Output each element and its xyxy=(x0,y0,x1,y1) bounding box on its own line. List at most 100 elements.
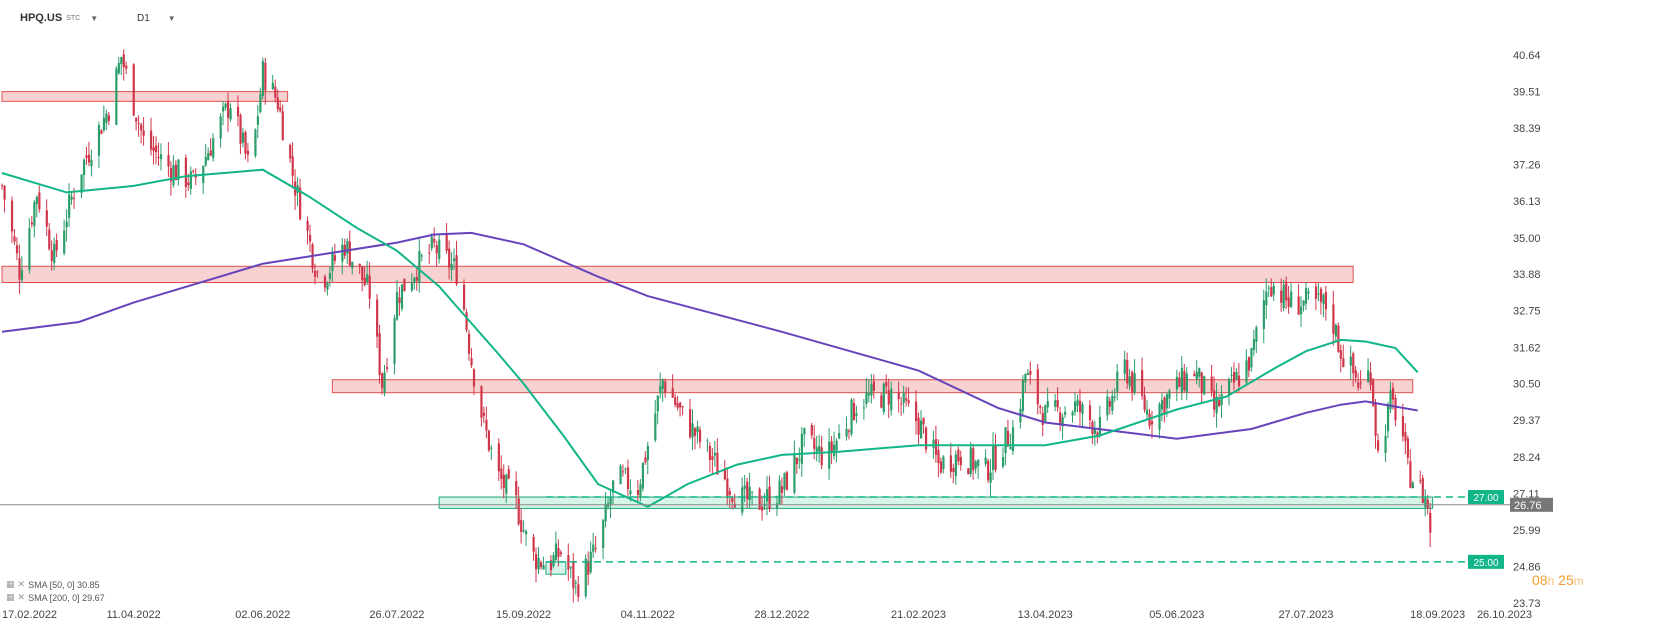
candle xyxy=(862,398,866,420)
candle-body xyxy=(291,156,294,176)
candle xyxy=(664,378,667,398)
candle-body xyxy=(800,433,803,464)
candle xyxy=(1203,375,1206,396)
candle xyxy=(85,146,88,165)
candle-body xyxy=(482,412,486,416)
candle-body xyxy=(867,393,871,396)
candle xyxy=(890,381,893,416)
candle xyxy=(644,451,647,465)
x-tick-label: 15.09.2022 xyxy=(496,609,551,621)
candle xyxy=(102,105,106,133)
candle xyxy=(1106,389,1109,421)
candle xyxy=(1123,350,1126,381)
candle xyxy=(1384,424,1387,463)
candle-body xyxy=(15,245,19,254)
candle xyxy=(766,475,769,516)
candle-body xyxy=(1041,413,1044,425)
candle-body xyxy=(1262,300,1265,329)
candle-body xyxy=(532,536,535,552)
eye-icon[interactable]: ▦ xyxy=(6,592,15,602)
candle xyxy=(569,565,572,579)
candle xyxy=(209,138,212,157)
candle xyxy=(733,493,736,508)
candle xyxy=(693,426,697,450)
candle-body xyxy=(189,171,192,189)
candle-body xyxy=(289,144,292,159)
candle-body xyxy=(490,447,493,449)
candle xyxy=(574,579,577,595)
candle-body xyxy=(726,478,729,497)
candle-body xyxy=(13,236,16,242)
candle-body xyxy=(520,520,523,532)
timeframe-selector[interactable]: D1 ▼ xyxy=(137,8,176,28)
resistance-zone[interactable] xyxy=(1,265,1354,283)
candle xyxy=(82,158,86,190)
candle-body xyxy=(1426,499,1429,508)
candle-body xyxy=(835,440,838,451)
chevron-down-icon[interactable]: ▼ xyxy=(90,13,99,23)
indicator-sma50[interactable]: ▦ ✕ SMA [50, 0] 30.85 xyxy=(6,579,100,590)
candle xyxy=(621,464,625,477)
x-tick-label: 28.12.2022 xyxy=(754,609,809,621)
countdown-hours: 08 xyxy=(1532,572,1548,588)
candle-body xyxy=(554,543,558,561)
candle-body xyxy=(152,147,155,151)
candle-body xyxy=(142,130,145,136)
candle xyxy=(259,87,262,114)
candle-body xyxy=(299,187,302,220)
support-zone[interactable] xyxy=(545,561,567,575)
close-icon[interactable]: ✕ xyxy=(17,579,26,589)
candle xyxy=(115,66,118,125)
candle-body xyxy=(505,474,508,494)
candle xyxy=(1332,290,1335,346)
candle-body xyxy=(1133,373,1136,393)
candle-body xyxy=(994,445,997,470)
candle xyxy=(87,141,91,167)
candle xyxy=(1267,285,1270,298)
symbol-selector[interactable]: HPQ.US STC ▼ xyxy=(20,8,98,28)
candle xyxy=(30,216,34,228)
candle xyxy=(1143,386,1146,413)
candle-body xyxy=(500,468,503,480)
candle-body xyxy=(803,427,806,435)
eye-icon[interactable]: ▦ xyxy=(6,579,15,589)
y-tick-label: 29.37 xyxy=(1513,415,1541,427)
candle xyxy=(594,535,597,553)
resistance-zone[interactable] xyxy=(1,91,289,102)
candle-body xyxy=(433,238,436,243)
candle-body xyxy=(366,274,369,282)
candle-body xyxy=(100,130,103,135)
candle-body xyxy=(624,468,627,470)
candle xyxy=(167,142,170,177)
y-tick-label: 38.39 xyxy=(1513,123,1541,135)
close-icon[interactable]: ✕ xyxy=(17,592,26,602)
candle xyxy=(850,397,853,437)
candle xyxy=(775,495,779,517)
candle xyxy=(229,103,232,122)
candle-body xyxy=(97,125,101,156)
candle-body xyxy=(813,438,816,449)
indicator-sma200[interactable]: ▦ ✕ SMA [200, 0] 29.67 xyxy=(6,592,105,603)
candle-body xyxy=(438,239,441,260)
candle xyxy=(274,79,277,103)
candle-body xyxy=(1071,412,1074,416)
candle-body xyxy=(70,196,73,200)
candle xyxy=(1302,300,1305,312)
candle xyxy=(1411,480,1414,489)
candle-body xyxy=(1334,324,1337,337)
candle-body xyxy=(1203,376,1206,395)
support-zone[interactable] xyxy=(438,496,1434,509)
candle xyxy=(1352,351,1355,387)
candle xyxy=(1290,283,1293,309)
candle-body xyxy=(1178,377,1181,387)
candle-body xyxy=(73,197,76,199)
candle xyxy=(1001,447,1005,469)
candle xyxy=(939,457,943,475)
candle-body xyxy=(1314,286,1318,299)
candle xyxy=(592,532,595,558)
chevron-down-icon[interactable]: ▼ xyxy=(167,13,176,23)
candle xyxy=(1317,283,1320,302)
candle xyxy=(942,455,945,474)
candle xyxy=(768,475,771,513)
